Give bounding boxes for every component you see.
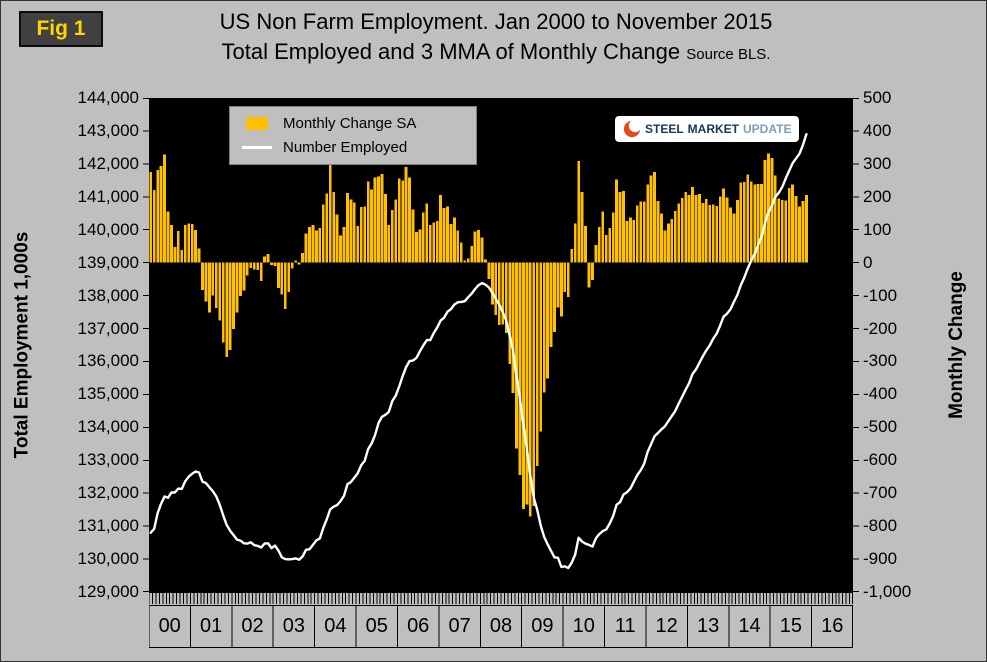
- x-axis-year-label: 05: [366, 615, 388, 637]
- y-axis-tick-label: -900: [863, 549, 898, 569]
- y-axis-tick-label: 400: [863, 120, 892, 140]
- chart-canvas: [149, 133, 808, 570]
- x-axis-year-label: 08: [490, 615, 512, 637]
- y-axis-tick-label: -400: [863, 384, 898, 404]
- x-axis-year-label: 16: [821, 615, 843, 637]
- right-axis-tick-labels: 500 400 300 200 100 0 -100 -200 -300 -400 -500 -600…: [863, 88, 943, 601]
- y-axis-tick-label: -500: [863, 417, 898, 437]
- x-axis-year-label: 00: [159, 615, 181, 637]
- x-axis-year-label: 15: [780, 615, 802, 637]
- legend: Monthly Change SA Number Employed: [229, 106, 477, 165]
- y-axis-tick-label: -1,000: [863, 582, 912, 601]
- chart-title-line1: US Non Farm Employment. Jan 2000 to Nove…: [219, 9, 773, 34]
- y-axis-tick-label: 100: [863, 219, 892, 239]
- x-axis: 00 01 02 03 04 05 06 07 08 09 10 11 12 13 14 15 16: [149, 592, 853, 648]
- monthly-change-bars: [149, 153, 808, 517]
- x-axis-year-label: 03: [283, 615, 305, 637]
- y-axis-tick-label: 136,000: [77, 351, 139, 371]
- figure-number-label: Fig 1: [36, 17, 86, 40]
- y-axis-tick-label: 135,000: [77, 384, 139, 404]
- chart-title-line2: Total Employed and 3 MMA of Monthly Chan…: [221, 39, 771, 64]
- x-axis-year-label: 11: [615, 615, 636, 637]
- y-axis-tick-label: -100: [863, 285, 898, 305]
- y-axis-tick-label: 0: [863, 252, 873, 272]
- y-axis-tick-label: 500: [863, 88, 892, 107]
- smu-crescent-icon: [623, 120, 641, 138]
- chart-title: US Non Farm Employment. Jan 2000 to Nove…: [111, 8, 881, 69]
- y-axis-tick-label: 137,000: [77, 318, 139, 338]
- x-axis-year-label: 06: [407, 615, 429, 637]
- x-axis-year-label: 12: [655, 615, 677, 637]
- logo-word-steel: STEEL: [645, 122, 684, 136]
- y-axis-tick-label: 133,000: [77, 450, 139, 470]
- y-axis-tick-label: 143,000: [77, 120, 139, 140]
- plot-area: Monthly Change SA Number Employed STEEL …: [149, 98, 853, 592]
- bar-swatch-icon: [246, 117, 268, 130]
- logo-word-market: MARKET: [687, 122, 739, 136]
- y-axis-tick-label: 134,000: [77, 417, 139, 437]
- y-axis-tick-label: 138,000: [77, 285, 139, 305]
- x-axis-year-label: 02: [241, 615, 263, 637]
- legend-item-monthly-change: Monthly Change SA: [242, 115, 464, 132]
- y-axis-tick-label: 300: [863, 153, 892, 173]
- legend-label-line: Number Employed: [283, 139, 408, 156]
- steel-market-update-logo: STEEL MARKET UPDATE: [615, 116, 800, 142]
- y-axis-tick-label: 142,000: [77, 153, 139, 173]
- figure-number-box: Fig 1: [19, 11, 103, 47]
- y-axis-tick-label: -300: [863, 351, 898, 371]
- y-axis-tick-label: 200: [863, 186, 892, 206]
- y-axis-tick-label: 144,000: [77, 88, 139, 107]
- x-axis-year-label: 01: [200, 615, 222, 637]
- logo-word-update: UPDATE: [743, 122, 792, 136]
- y-axis-tick-label: 131,000: [77, 516, 139, 536]
- left-axis-tick-labels: 144,000 143,000 142,000 141,000 140,000 139,0…: [29, 88, 139, 601]
- legend-label-bar: Monthly Change SA: [283, 115, 417, 132]
- x-axis-year-label: 09: [531, 615, 553, 637]
- x-axis-year-label: 04: [324, 615, 346, 637]
- y-axis-tick-label: 129,000: [77, 582, 139, 601]
- y-axis-tick-label: 141,000: [77, 186, 139, 206]
- line-swatch-icon: [242, 146, 272, 149]
- y-axis-tick-label: -600: [863, 450, 898, 470]
- y-axis-ticks-right: [853, 98, 859, 592]
- x-axis-year-label: 10: [573, 615, 595, 637]
- y-axis-tick-label: 130,000: [77, 549, 139, 569]
- y-axis-tick-label: 132,000: [77, 483, 139, 503]
- y-axis-ticks-left: [143, 98, 149, 592]
- y-axis-tick-label: 139,000: [77, 252, 139, 272]
- y-axis-tick-label: -700: [863, 483, 898, 503]
- y-axis-tick-label: 140,000: [77, 219, 139, 239]
- y-axis-tick-label: -800: [863, 516, 898, 536]
- x-axis-year-label: 14: [738, 615, 760, 637]
- x-axis-year-label: 07: [448, 615, 470, 637]
- right-axis-title: Monthly Change: [946, 271, 967, 419]
- x-axis-year-label: 13: [697, 615, 719, 637]
- source-label: Source BLS.: [686, 46, 771, 63]
- legend-item-number-employed: Number Employed: [242, 139, 464, 156]
- number-employed-line: [149, 133, 808, 570]
- y-axis-tick-label: -200: [863, 318, 898, 338]
